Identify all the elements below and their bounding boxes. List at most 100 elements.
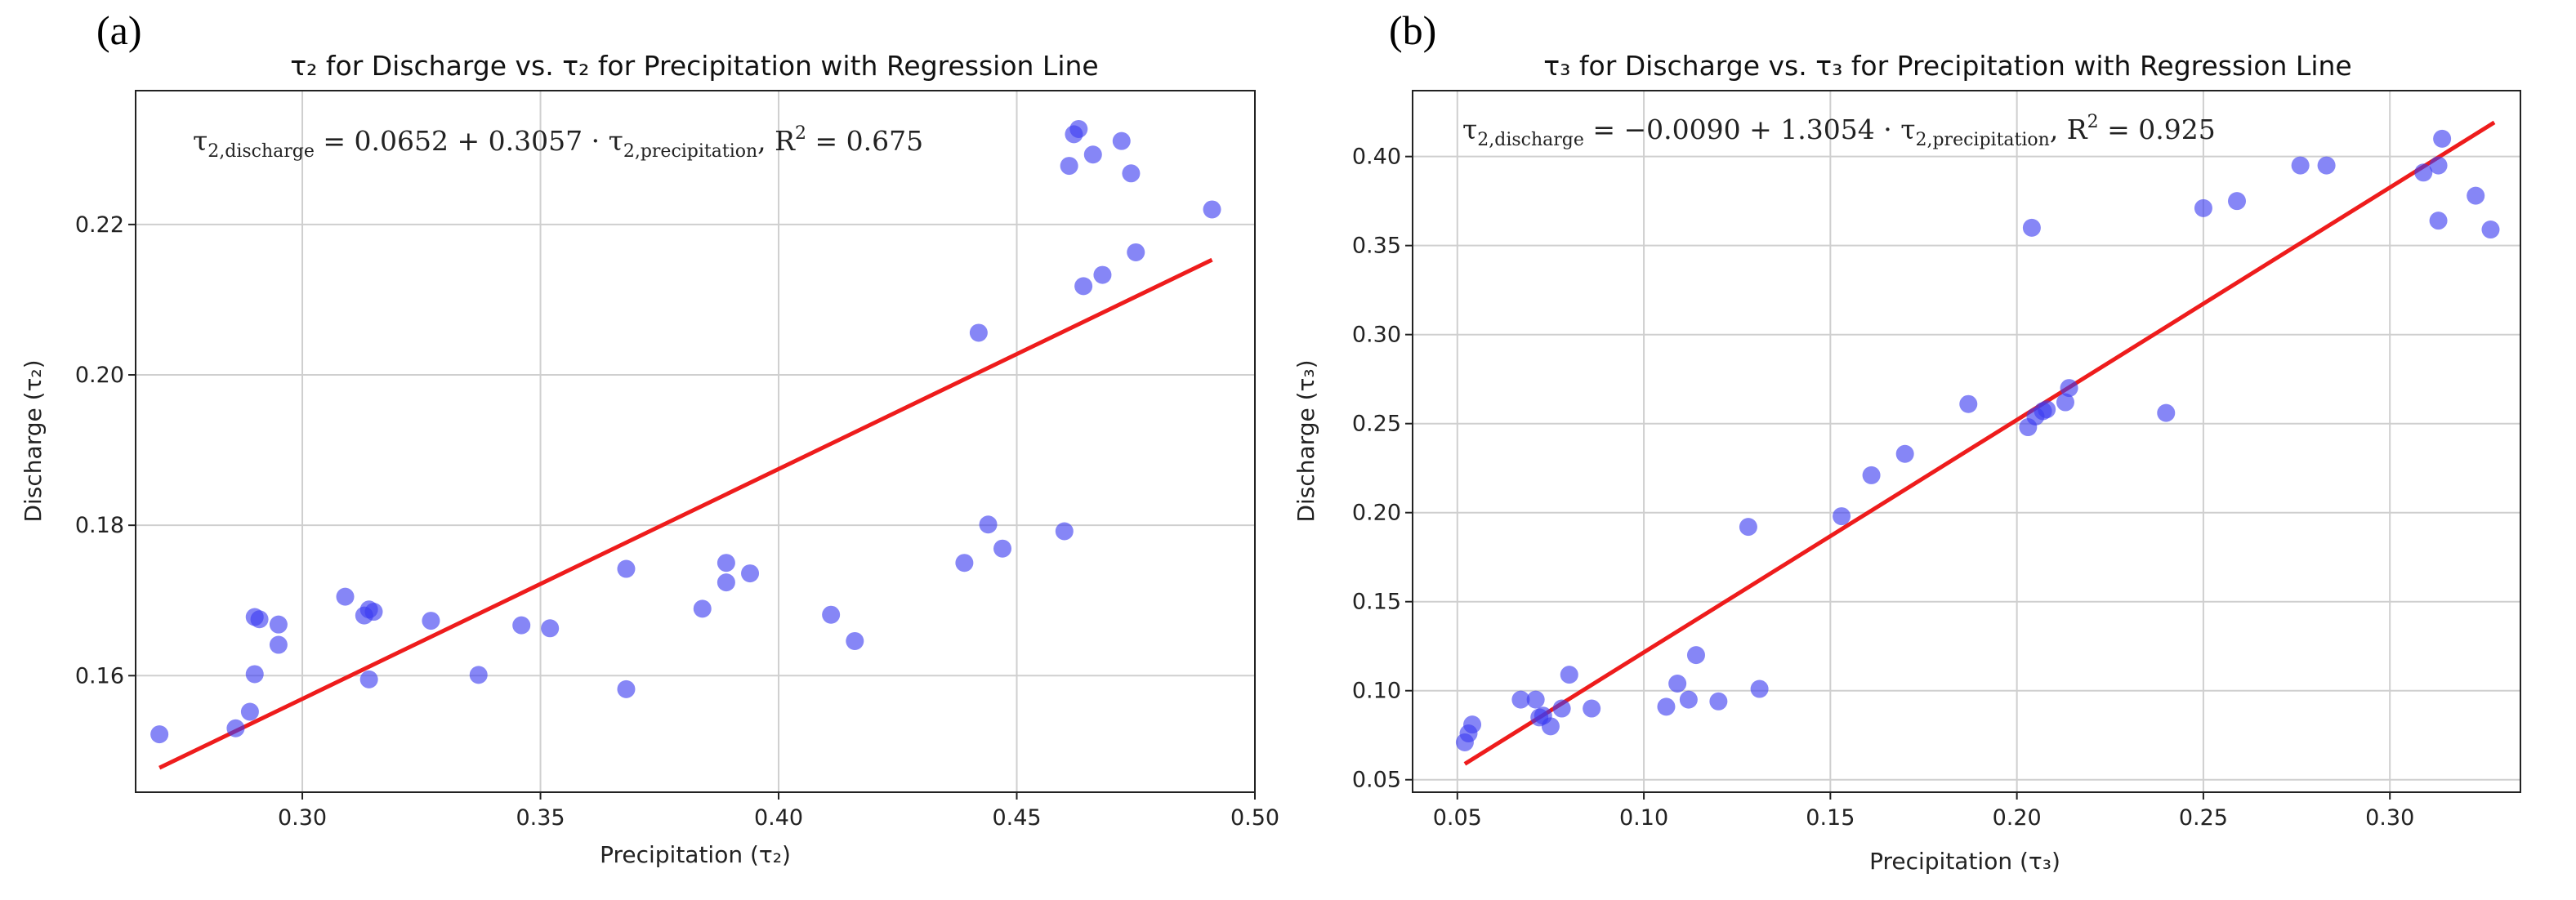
data-point — [2060, 379, 2078, 398]
x-tick-label: 0.50 — [1230, 805, 1279, 831]
data-point — [2317, 156, 2336, 175]
data-point — [717, 573, 735, 592]
data-point — [2194, 198, 2212, 217]
r-squared-prefix: , R — [2050, 114, 2088, 145]
y-tick-label: 0.40 — [1352, 145, 1401, 170]
panel-label: (b) — [1389, 7, 1436, 53]
y-axis-label: Discharge (τ₃) — [1292, 359, 1319, 522]
data-point — [250, 610, 269, 629]
y-tick-label: 0.15 — [1352, 590, 1401, 615]
x-tick-label: 0.45 — [992, 805, 1041, 831]
equation-lhs-symbol: τ — [1462, 114, 1477, 145]
data-point — [336, 587, 355, 606]
data-point — [512, 616, 531, 635]
data-point — [422, 612, 440, 630]
data-point — [1060, 157, 1078, 176]
r-squared-superscript: 2 — [795, 123, 806, 144]
r-squared-superscript: 2 — [2087, 112, 2099, 132]
data-point — [1083, 145, 1102, 164]
data-point — [741, 564, 760, 583]
data-point — [617, 559, 636, 578]
data-point — [2467, 186, 2485, 205]
panel-label: (a) — [96, 7, 142, 53]
data-point — [1122, 164, 1141, 183]
data-point — [993, 539, 1012, 558]
data-point — [2291, 156, 2310, 175]
y-tick-label: 0.05 — [1352, 768, 1401, 793]
plot-frame — [135, 90, 1256, 793]
x-tick-label: 0.40 — [754, 805, 803, 831]
data-point — [1463, 715, 1482, 734]
y-tick-label: 0.20 — [75, 363, 124, 388]
regression-equation: τ2,discharge = −0.0090 + 1.3054 · τ2,pre… — [1462, 112, 2216, 150]
ticks: 0.30 0.35 0.40 0.45 0.50 0.16 0.18 0.20 0.22 — [75, 212, 1279, 831]
x-tick-label: 0.15 — [1806, 805, 1855, 831]
data-point — [1895, 444, 1914, 463]
data-point — [693, 599, 712, 618]
data-point — [2481, 221, 2500, 239]
data-point — [979, 515, 998, 534]
ticks: 0.05 0.10 0.15 0.20 0.25 0.30 0.05 0.10 0.15 0.20… — [1352, 145, 2414, 831]
data-point — [1203, 200, 1221, 219]
r-squared-prefix: , R — [757, 125, 796, 157]
data-point — [955, 554, 974, 573]
data-point — [150, 725, 169, 744]
data-point — [2429, 212, 2448, 230]
y-tick-label: 0.35 — [1352, 234, 1401, 259]
data-point — [1709, 692, 1728, 711]
y-tick-label: 0.20 — [1352, 501, 1401, 526]
data-point — [1560, 666, 1578, 684]
data-point — [1668, 675, 1687, 693]
panel-a: (a) τ₂ for Discharge vs. τ₂ for Precipit… — [20, 7, 1279, 868]
data-point — [1552, 699, 1571, 718]
equation-rhs-subscript: 2,precipitation — [623, 141, 757, 162]
r-squared-value: = 0.925 — [2099, 114, 2216, 145]
regression-line — [158, 257, 1213, 770]
x-tick-label: 0.10 — [1619, 805, 1668, 831]
data-point — [245, 665, 264, 684]
chart-title: τ₃ for Discharge vs. τ₃ for Precipitatio… — [1543, 50, 2351, 82]
data-point — [1069, 119, 1088, 138]
data-point — [2022, 218, 2041, 237]
data-point — [469, 666, 488, 684]
regression-line — [1463, 120, 2496, 766]
data-point — [2228, 192, 2247, 211]
points-layer — [150, 119, 1221, 744]
x-tick-label: 0.05 — [1433, 805, 1482, 831]
plot-frame — [1412, 90, 2521, 793]
data-point — [1833, 507, 1851, 526]
data-point — [1959, 394, 1978, 413]
data-point — [269, 615, 288, 634]
data-point — [1127, 243, 1145, 261]
panel-b: (b) τ₃ for Discharge vs. τ₃ for Precipit… — [1292, 7, 2521, 875]
regression-equation: τ2,discharge = 0.0652 + 0.3057 · τ2,prec… — [193, 123, 923, 162]
data-point — [1074, 277, 1093, 296]
data-point — [1541, 717, 1560, 736]
regression-layer — [158, 257, 1213, 770]
equation-lhs-symbol: τ — [193, 125, 208, 157]
x-axis-label: Precipitation (τ₃) — [1869, 848, 2060, 875]
x-axis-label: Precipitation (τ₂) — [600, 841, 791, 868]
x-tick-label: 0.30 — [2365, 805, 2414, 831]
y-axis-label: Discharge (τ₂) — [20, 359, 47, 522]
equation-middle: = −0.0090 + 1.3054 · — [1584, 114, 1900, 145]
data-point — [1862, 466, 1881, 484]
y-tick-label: 0.10 — [1352, 679, 1401, 704]
data-point — [2157, 403, 2176, 422]
data-point — [1583, 699, 1601, 718]
data-point — [269, 635, 288, 654]
data-point — [226, 719, 245, 737]
x-tick-label: 0.35 — [516, 805, 565, 831]
points-layer — [1455, 129, 2500, 751]
data-point — [1739, 518, 1757, 537]
x-tick-label: 0.20 — [1993, 805, 2042, 831]
data-point — [1093, 265, 1112, 284]
data-point — [2433, 129, 2452, 148]
data-point — [359, 670, 378, 688]
y-tick-label: 0.25 — [1352, 412, 1401, 437]
data-point — [1112, 131, 1131, 150]
data-point — [1526, 690, 1545, 709]
x-tick-label: 0.30 — [278, 805, 327, 831]
equation-rhs-subscript: 2,precipitation — [1915, 130, 2049, 150]
data-point — [969, 323, 988, 342]
